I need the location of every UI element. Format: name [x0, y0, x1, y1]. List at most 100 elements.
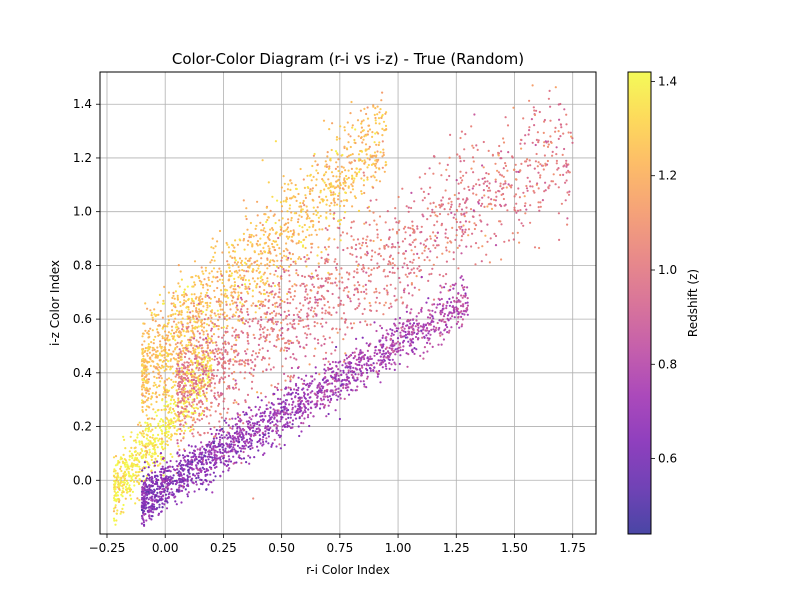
scatter-point — [330, 272, 333, 276]
scatter-point — [378, 369, 381, 373]
scatter-point — [512, 106, 515, 109]
scatter-point — [247, 445, 250, 449]
scatter-point — [263, 452, 266, 455]
scatter-point — [154, 437, 157, 440]
scatter-point — [266, 267, 269, 270]
scatter-point — [440, 286, 443, 289]
scatter-point — [120, 469, 123, 473]
scatter-point — [180, 313, 183, 316]
scatter-point — [389, 302, 392, 305]
scatter-point — [222, 377, 225, 380]
scatter-point — [386, 210, 389, 213]
scatter-point — [117, 481, 120, 484]
scatter-point — [146, 442, 149, 445]
scatter-point — [355, 358, 358, 361]
scatter-point — [502, 141, 506, 144]
scatter-point — [250, 233, 253, 237]
scatter-point — [353, 270, 356, 273]
scatter-point — [513, 206, 516, 209]
scatter-point — [342, 166, 345, 169]
scatter-point — [123, 438, 126, 441]
scatter-point — [372, 239, 375, 243]
scatter-point — [207, 354, 210, 357]
scatter-point — [172, 407, 175, 411]
scatter-point — [117, 476, 120, 479]
scatter-point — [305, 374, 308, 377]
scatter-point — [279, 412, 282, 415]
scatter-point — [207, 278, 210, 282]
scatter-point — [393, 271, 396, 274]
scatter-point — [212, 333, 216, 336]
scatter-point — [306, 186, 309, 189]
scatter-point — [270, 311, 274, 314]
scatter-point — [337, 390, 340, 394]
scatter-point — [297, 386, 300, 389]
scatter-point — [385, 367, 388, 370]
scatter-point — [376, 228, 379, 231]
scatter-point — [280, 388, 283, 391]
scatter-point — [307, 327, 310, 330]
scatter-point — [197, 302, 200, 305]
scatter-point — [170, 353, 174, 356]
scatter-point — [166, 501, 169, 504]
scatter-point — [192, 403, 195, 406]
scatter-point — [451, 226, 454, 229]
scatter-point — [170, 325, 174, 328]
scatter-point — [218, 440, 221, 444]
scatter-point — [247, 420, 250, 423]
scatter-point — [347, 369, 350, 372]
scatter-point — [231, 299, 234, 302]
scatter-point — [115, 512, 118, 515]
scatter-point — [134, 450, 137, 453]
scatter-point — [189, 363, 192, 367]
scatter-point — [162, 299, 165, 302]
scatter-point — [198, 448, 202, 451]
scatter-point — [240, 363, 243, 366]
scatter-point — [264, 241, 268, 244]
scatter-point — [224, 376, 227, 379]
scatter-point — [275, 265, 279, 268]
scatter-point — [206, 377, 209, 380]
scatter-point — [566, 191, 569, 194]
scatter-point — [172, 294, 175, 297]
scatter-point — [142, 355, 145, 358]
scatter-point — [347, 290, 350, 293]
scatter-point — [501, 187, 504, 190]
scatter-point — [477, 178, 480, 181]
scatter-point — [305, 284, 308, 287]
scatter-point — [374, 171, 377, 174]
scatter-point — [295, 391, 298, 394]
scatter-point — [275, 323, 278, 326]
scatter-point — [421, 252, 424, 255]
scatter-point — [279, 252, 282, 255]
scatter-point — [327, 245, 330, 248]
scatter-point — [178, 470, 181, 473]
scatter-point — [125, 468, 128, 471]
scatter-point — [311, 275, 314, 278]
scatter-point — [345, 199, 348, 202]
scatter-point — [257, 351, 260, 354]
scatter-point — [140, 432, 143, 435]
scatter-point — [375, 198, 378, 201]
scatter-point — [162, 457, 165, 460]
scatter-point — [338, 328, 341, 331]
scatter-point — [198, 414, 201, 417]
scatter-point — [156, 301, 159, 304]
scatter-point — [525, 184, 528, 188]
scatter-point — [191, 310, 194, 313]
scatter-point — [138, 499, 141, 502]
scatter-point — [210, 376, 213, 379]
scatter-point — [410, 308, 413, 311]
scatter-point — [320, 294, 323, 297]
scatter-point — [334, 377, 337, 380]
scatter-point — [256, 355, 259, 358]
scatter-point — [113, 483, 116, 486]
scatter-point — [374, 287, 378, 290]
scatter-point — [460, 325, 463, 328]
scatter-point — [166, 389, 169, 392]
scatter-point — [123, 481, 126, 484]
scatter-point — [326, 281, 329, 284]
scatter-point — [363, 385, 366, 388]
scatter-point — [343, 129, 346, 132]
scatter-point — [546, 159, 550, 163]
